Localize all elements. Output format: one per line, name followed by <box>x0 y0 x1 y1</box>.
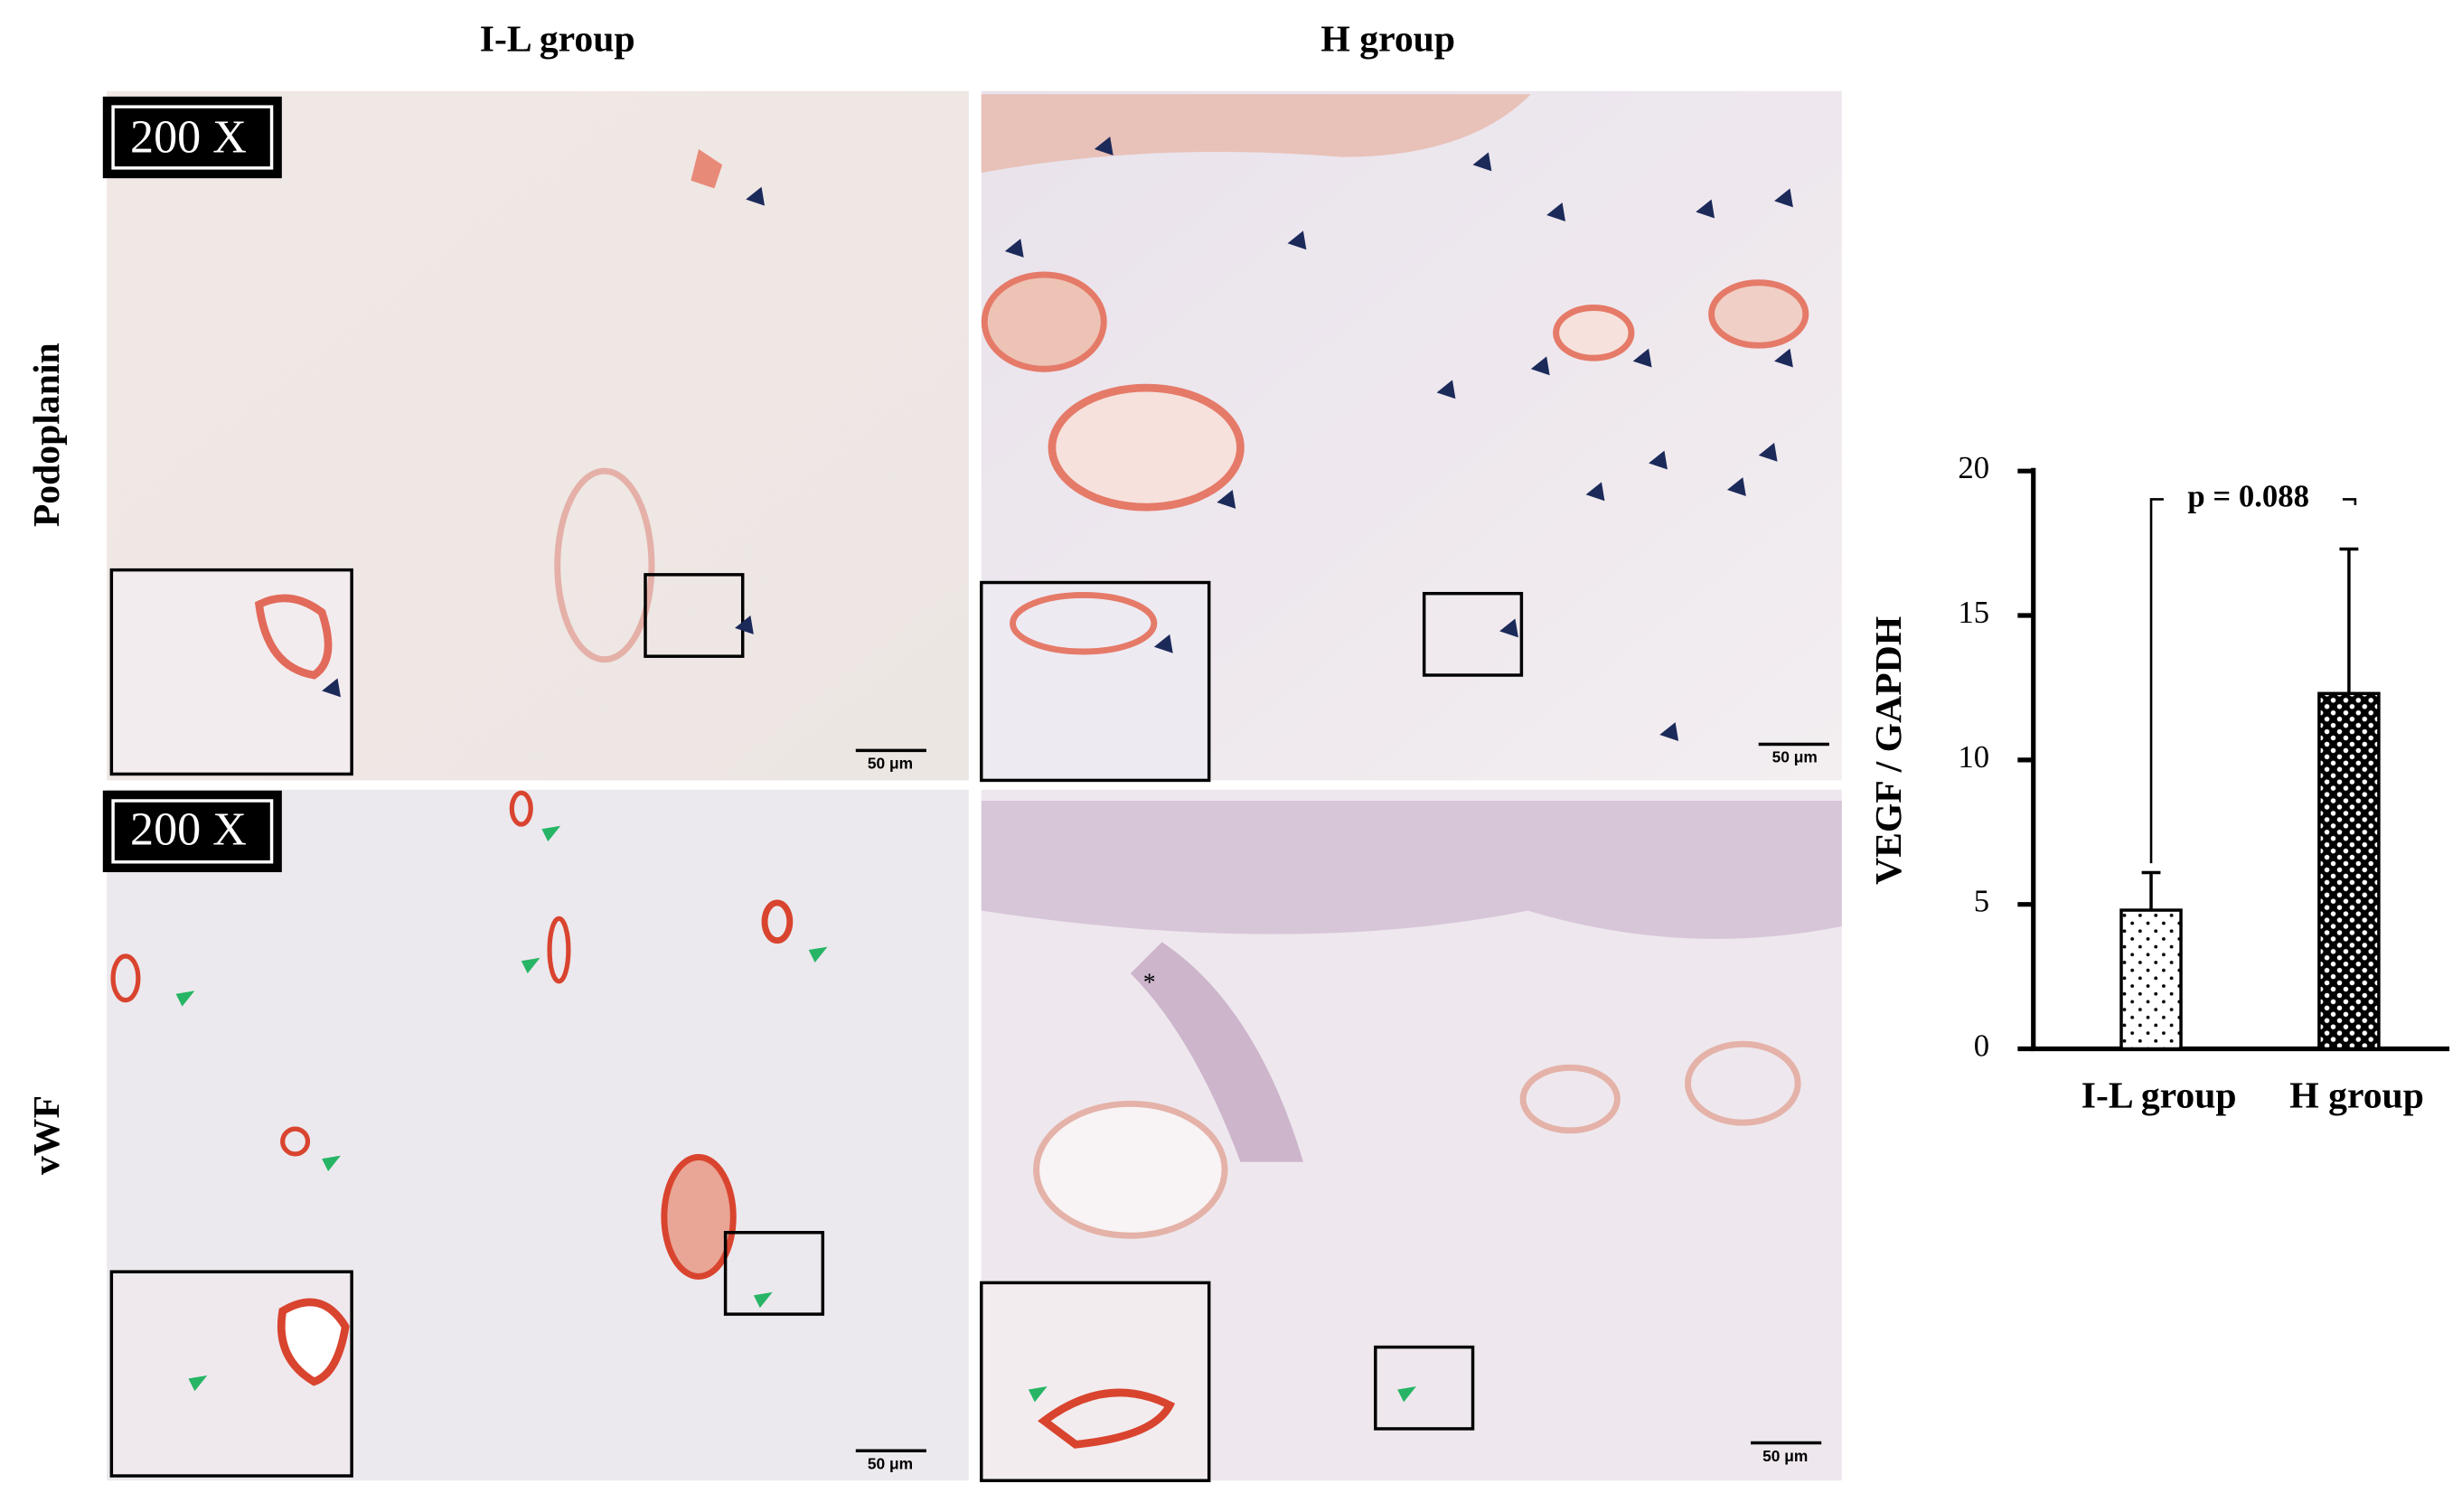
error-bar <box>2141 870 2161 911</box>
y-tick-label: 15 <box>1958 595 1989 630</box>
scale-bar-label: 50 μm <box>868 1454 913 1472</box>
x-tick-label: I-L group <box>2081 1075 2237 1117</box>
bar <box>2119 908 2183 1051</box>
column-header: H group <box>1320 18 1455 60</box>
significance-bracket <box>2149 498 2357 864</box>
column-header: I-L group <box>480 18 635 60</box>
annotation: p = 0.088 <box>2187 478 2309 513</box>
axes <box>2031 467 2450 1052</box>
magnification-box <box>102 96 282 179</box>
micrograph <box>107 90 969 781</box>
error-bar <box>2339 547 2359 694</box>
y-tick-label: 0 <box>1974 1028 1989 1063</box>
magnification-box <box>102 790 282 873</box>
magnification: 200 X <box>130 111 247 163</box>
y-tick-label: 10 <box>1958 739 1989 775</box>
y-tick-label: 5 <box>1974 884 1989 919</box>
x-tick-label: H group <box>2289 1075 2424 1117</box>
bar-chart: VEGF / GAPDH 0 5 10 15 20 I-L group H group p =… <box>1868 450 2450 1117</box>
micrograph <box>980 90 1842 783</box>
magnification: 200 X <box>130 803 247 855</box>
bar <box>2317 691 2381 1051</box>
row-header: vWF <box>26 1095 68 1175</box>
mark: * <box>1143 969 1156 997</box>
scale-bar-label: 50 μm <box>1772 748 1818 766</box>
y-tick-label: 20 <box>1958 450 1989 485</box>
micrograph: * <box>980 789 1842 1482</box>
row-header: Podoplanin <box>26 343 68 527</box>
micrograph <box>107 789 969 1481</box>
scale-bar-label: 50 μm <box>1762 1447 1808 1465</box>
scale-bar-label: 50 μm <box>868 755 913 773</box>
y-axis-label: VEGF / GAPDH <box>1868 616 1910 885</box>
